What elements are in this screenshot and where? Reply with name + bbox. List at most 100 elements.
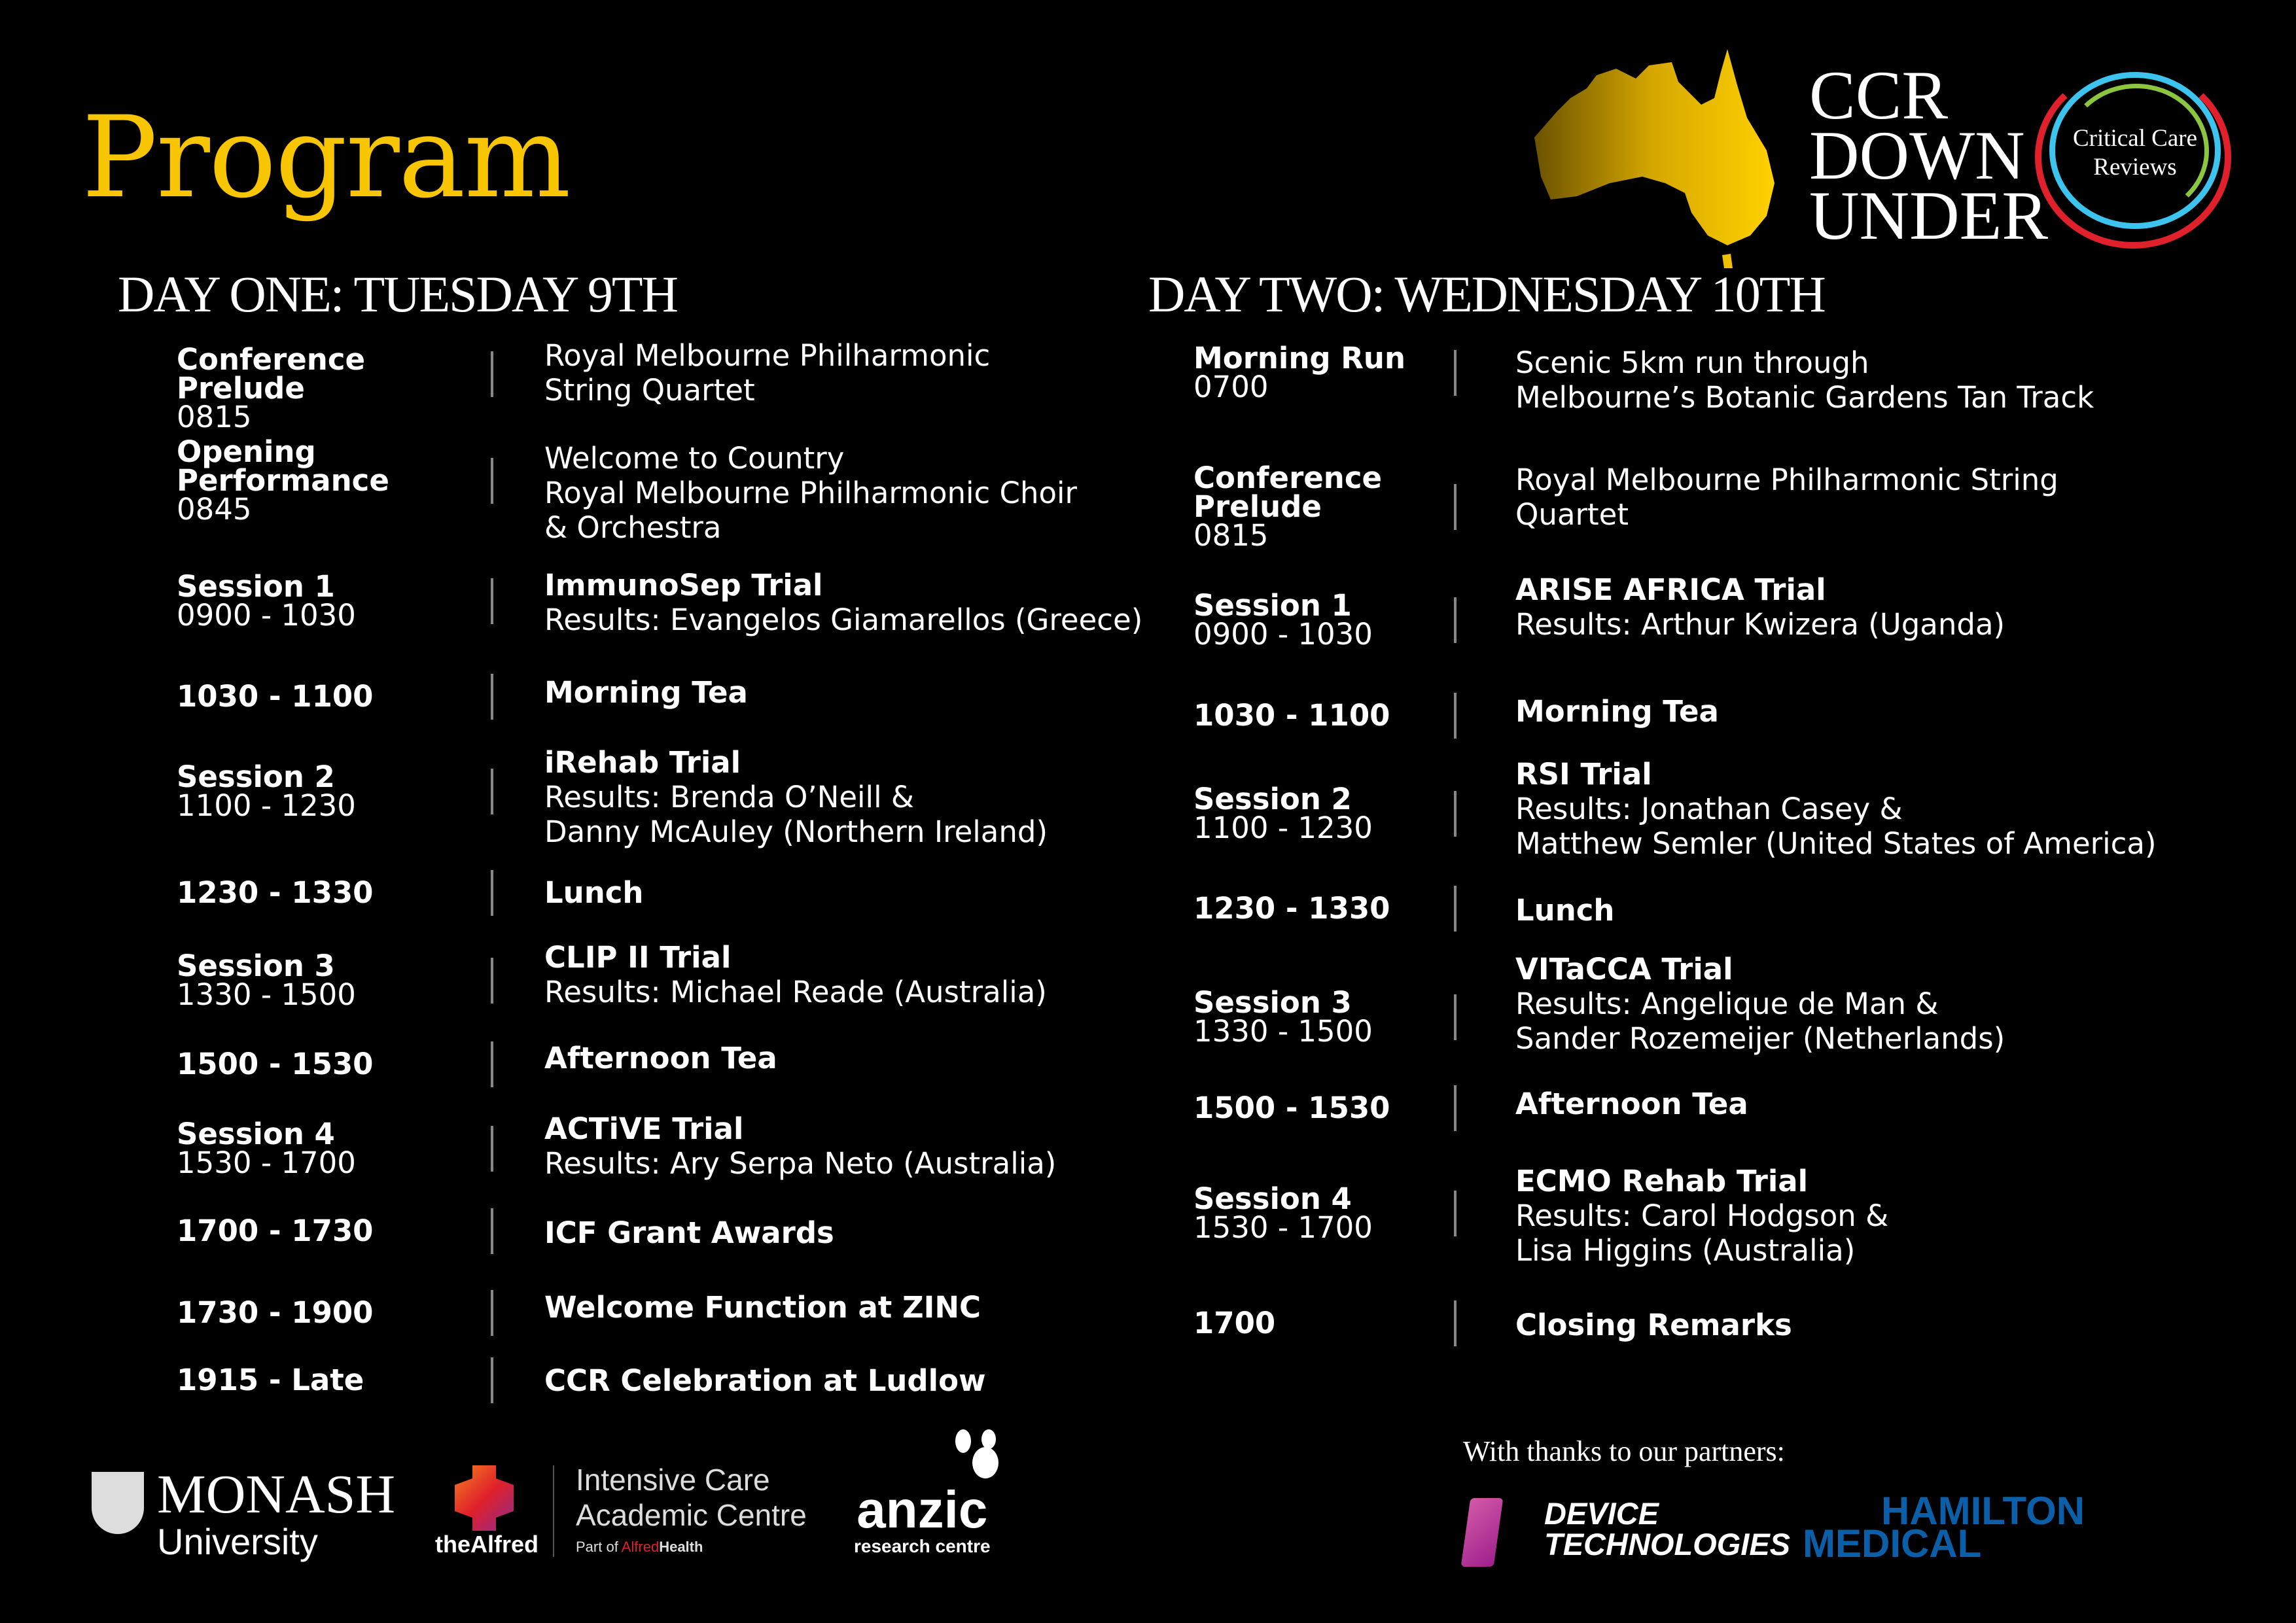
- logo-line: MONASH: [157, 1464, 396, 1525]
- hamilton-medical-logo: HAMILTON MEDICAL: [1803, 1492, 2085, 1565]
- row-title: Opening Performance: [177, 434, 389, 498]
- row-detail-line: Sander Rozemeijer (Netherlands): [1515, 1021, 2005, 1056]
- row-time: 0815: [1193, 518, 1269, 553]
- row-heading: CCR Celebration at Ludlow: [544, 1363, 986, 1398]
- row-divider: [491, 1208, 493, 1254]
- row-detail-line: Lisa Higgins (Australia): [1515, 1233, 1856, 1268]
- alfred-logo: theAlfred: [435, 1531, 539, 1558]
- row-label: Conference Prelude 0815: [1193, 461, 1409, 553]
- row-title: Conference Prelude: [1193, 461, 1383, 525]
- row-title: Morning Run: [1193, 340, 1405, 375]
- page-title: Program: [82, 92, 571, 223]
- row-detail: Royal Melbourne Philharmonic String Quart…: [1515, 462, 2058, 532]
- row-divider: [491, 768, 493, 814]
- row-detail-line: Danny McAuley (Northern Ireland): [544, 814, 1048, 850]
- row-detail-line: Results: Carol Hodgson &: [1515, 1198, 1889, 1234]
- row-detail-line: Results: Brenda O’Neill &: [544, 780, 914, 815]
- row-detail: Lunch: [1515, 893, 1614, 928]
- row-title: Session 3: [1193, 985, 1352, 1020]
- logo-line: DEVICE: [1544, 1496, 1659, 1531]
- logo-line: Academic Centre: [576, 1498, 807, 1532]
- logo-line: UNDER: [1809, 177, 2049, 254]
- row-time: 1700: [1193, 1305, 1276, 1340]
- row-divider: [1454, 790, 1457, 837]
- row-label: 1700 - 1730: [177, 1216, 374, 1246]
- row-heading: VITaCCA Trial: [1515, 951, 1733, 986]
- row-label: 1230 - 1330: [1193, 894, 1390, 923]
- row-time: 1330 - 1500: [177, 977, 356, 1012]
- logo-line: CCR: [1809, 57, 1949, 133]
- row-label: 1700: [1193, 1305, 1276, 1340]
- row-divider: [491, 869, 493, 916]
- row-time: 1100 - 1230: [1193, 810, 1373, 845]
- row-divider: [491, 957, 493, 1003]
- row-detail: iRehab Trial Results: Brenda O’Neill & Dan…: [544, 745, 1048, 849]
- row-detail: Morning Tea: [544, 675, 748, 710]
- row-detail: Scenic 5km run through Melbourne’s Botani…: [1515, 345, 2094, 415]
- row-divider: [1454, 1300, 1457, 1346]
- row-time: 1100 - 1230: [177, 788, 356, 823]
- logo-line: research centre: [854, 1536, 991, 1556]
- icac-logo: Intensive Care Academic Centre Part of A…: [576, 1462, 807, 1562]
- row-detail-line: Royal Melbourne Philharmonic String: [1515, 462, 2058, 498]
- row-label: Session 3 1330 - 1500: [177, 951, 356, 1012]
- row-heading: iRehab Trial: [544, 745, 741, 780]
- monash-logo: MONASH University: [157, 1464, 396, 1563]
- australia-map-icon: [1534, 49, 1775, 268]
- row-label: 1915 - Late: [177, 1365, 364, 1395]
- row-divider: [1454, 1190, 1457, 1236]
- row-time: 1530 - 1700: [177, 1145, 356, 1181]
- row-detail-line: Quartet: [1515, 497, 1629, 532]
- row-label: Opening Performance 0845: [177, 434, 393, 527]
- divider: [553, 1465, 554, 1557]
- device-technologies-logo: DEVICE TECHNOLOGIES: [1544, 1498, 1790, 1560]
- logo-line: MEDICAL: [1803, 1522, 1982, 1565]
- row-detail: Welcome Function at ZINC: [544, 1290, 981, 1325]
- row-time: 0845: [177, 492, 252, 527]
- row-divider: [491, 1357, 493, 1404]
- logo-line: anzic: [857, 1480, 988, 1539]
- row-time: 1330 - 1500: [1193, 1013, 1373, 1049]
- row-time: 1030 - 1100: [1193, 698, 1390, 733]
- row-detail-line: Matthew Semler (United States of America…: [1515, 826, 2157, 862]
- row-title: Session 4: [1193, 1181, 1352, 1216]
- row-title: Session 4: [177, 1117, 335, 1152]
- row-label: Session 1 0900 - 1030: [177, 572, 356, 630]
- row-divider: [491, 1041, 493, 1087]
- row-divider: [491, 1290, 493, 1336]
- logo-line: Reviews: [2093, 154, 2177, 181]
- row-label: Conference Prelude 0815: [177, 345, 491, 432]
- row-heading: Lunch: [1515, 893, 1615, 928]
- row-detail-line: Results: Angelique de Man &: [1515, 986, 1939, 1021]
- row-heading: ACTiVE Trial: [544, 1111, 744, 1146]
- row-detail: Morning Tea: [1515, 694, 1719, 729]
- row-detail: RSI Trial Results: Jonathan Casey & Matthe…: [1515, 757, 2157, 861]
- anzic-logo: anzic research centre: [854, 1484, 991, 1557]
- logo-line: DOWN: [1809, 117, 2025, 194]
- row-heading: ARISE AFRICA Trial: [1515, 572, 1826, 608]
- row-detail-line: Royal Melbourne Philharmonic Choir: [544, 475, 1078, 510]
- row-divider: [491, 1126, 493, 1172]
- row-detail-line: Scenic 5km run through: [1515, 345, 1869, 381]
- row-time: 0700: [1193, 369, 1269, 404]
- row-label: 1230 - 1330: [177, 878, 374, 907]
- row-heading: CLIP II Trial: [544, 939, 732, 975]
- row-divider: [491, 578, 493, 625]
- row-detail-line: Welcome to Country: [544, 440, 845, 476]
- row-detail-line: Results: Michael Reade (Australia): [544, 974, 1047, 1009]
- row-detail-line: Royal Melbourne Philharmonic: [544, 338, 991, 373]
- row-detail-line: String Quartet: [544, 372, 755, 408]
- row-detail: VITaCCA Trial Results: Angelique de Man &…: [1515, 952, 2005, 1056]
- row-heading: Afternoon Tea: [544, 1041, 777, 1076]
- row-detail: Royal Melbourne Philharmonic String Quart…: [544, 338, 990, 408]
- row-label: Session 2 1100 - 1230: [1193, 784, 1373, 845]
- row-divider: [491, 673, 493, 720]
- logo-line: Intensive Care: [576, 1463, 770, 1497]
- row-label: 1500 - 1530: [177, 1049, 374, 1079]
- row-heading: Lunch: [544, 875, 644, 911]
- row-detail: Afternoon Tea: [544, 1041, 777, 1075]
- monash-crest-icon: [92, 1472, 144, 1534]
- row-detail: Lunch: [544, 875, 643, 910]
- row-time: 0900 - 1030: [1193, 617, 1373, 652]
- row-divider: [1454, 886, 1457, 932]
